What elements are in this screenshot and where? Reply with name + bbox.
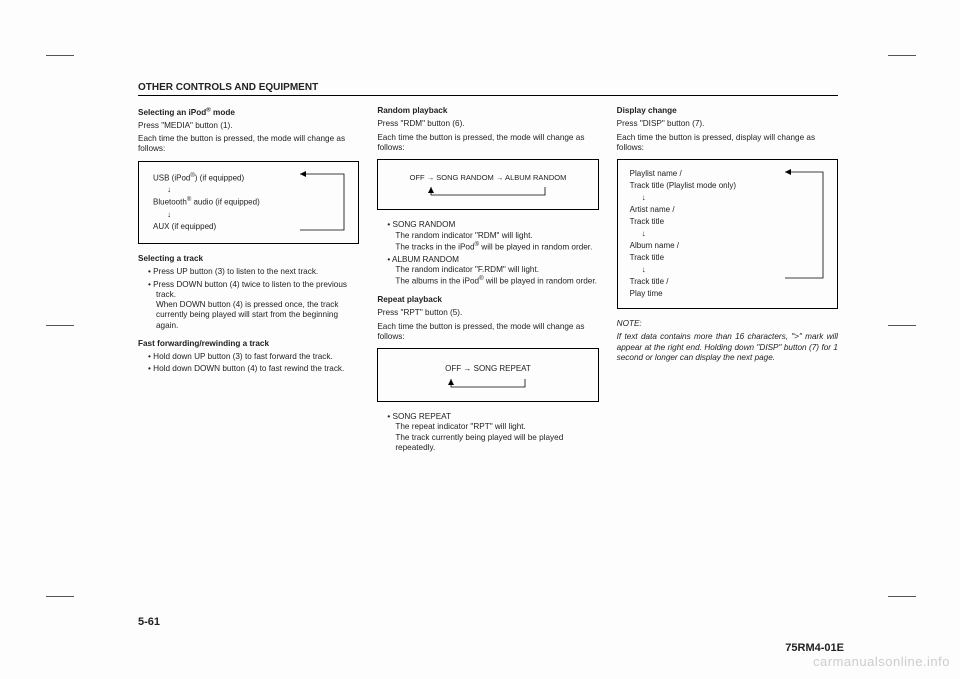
note-heading: NOTE:	[617, 319, 838, 329]
heading-display: Display change	[617, 106, 838, 116]
note-text: If text data contains more than 16 chara…	[617, 332, 838, 363]
crop-mark	[46, 325, 74, 326]
crop-mark	[888, 596, 916, 597]
crop-mark	[888, 325, 916, 326]
column-2: Random playback Press "RDM" button (6). …	[377, 106, 598, 461]
loop-arrow-icon	[298, 170, 350, 238]
list-item: Press DOWN button (4) twice to listen to…	[148, 280, 359, 331]
list-item: Hold down DOWN button (4) to fast rewind…	[148, 364, 359, 374]
list-item: SONG RANDOM The random indicator "RDM" w…	[387, 220, 598, 252]
display-cycle-box: Playlist name / Track title (Playlist mo…	[617, 159, 838, 309]
text: Each time the button is pressed, the mod…	[138, 134, 359, 155]
text: Each time the button is pressed, the mod…	[377, 322, 598, 343]
page-content: OTHER CONTROLS AND EQUIPMENT Selecting a…	[138, 82, 838, 592]
text: Each time the button is pressed, display…	[617, 133, 838, 154]
watermark: carmanualsonline.info	[813, 654, 950, 669]
bullet-list: Press UP button (3) to listen to the nex…	[138, 267, 359, 331]
column-layout: Selecting an iPod® mode Press "MEDIA" bu…	[138, 106, 838, 461]
repeat-cycle-box: OFF → SONG REPEAT	[377, 348, 598, 402]
column-3: Display change Press "DISP" button (7). …	[617, 106, 838, 461]
column-1: Selecting an iPod® mode Press "MEDIA" bu…	[138, 106, 359, 461]
document-code: 75RM4-01E	[785, 642, 844, 654]
crop-mark	[888, 55, 916, 56]
loop-arrow-icon	[423, 185, 553, 199]
crop-mark	[46, 55, 74, 56]
bullet-list: SONG REPEAT The repeat indicator "RPT" w…	[377, 412, 598, 453]
section-header: OTHER CONTROLS AND EQUIPMENT	[138, 82, 838, 96]
text: Press "DISP" button (7).	[617, 119, 838, 129]
list-item: Hold down UP button (3) to fast forward …	[148, 352, 359, 362]
page-number: 5-61	[138, 616, 160, 628]
text: Press "RPT" button (5).	[377, 308, 598, 318]
loop-arrow-icon	[443, 377, 533, 391]
bullet-list: Hold down UP button (3) to fast forward …	[138, 352, 359, 375]
crop-mark	[46, 596, 74, 597]
text: Press "MEDIA" button (1).	[138, 121, 359, 131]
loop-arrow-icon	[783, 168, 829, 286]
mode-cycle-box: USB (iPod®) (if equipped) ↓ Bluetooth® a…	[138, 161, 359, 244]
heading-ff-rw: Fast forwarding/rewinding a track	[138, 339, 359, 349]
heading-ipod-mode: Selecting an iPod® mode	[138, 106, 359, 118]
random-cycle-box: OFF → SONG RANDOM → ALBUM RANDOM	[377, 159, 598, 210]
heading-random: Random playback	[377, 106, 598, 116]
list-item: Press UP button (3) to listen to the nex…	[148, 267, 359, 277]
heading-select-track: Selecting a track	[138, 254, 359, 264]
text: Press "RDM" button (6).	[377, 119, 598, 129]
text: Each time the button is pressed, the mod…	[377, 133, 598, 154]
heading-repeat: Repeat playback	[377, 295, 598, 305]
list-item: SONG REPEAT The repeat indicator "RPT" w…	[387, 412, 598, 453]
bullet-list: SONG RANDOM The random indicator "RDM" w…	[377, 220, 598, 287]
list-item: ALBUM RANDOM The random indicator "F.RDM…	[387, 255, 598, 287]
